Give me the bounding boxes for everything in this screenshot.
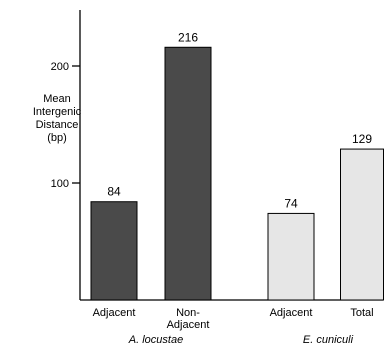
category-label: Non- (176, 307, 200, 319)
bar (340, 148, 384, 301)
y-axis-label-line: Intergenic (33, 106, 82, 118)
group-label: E. cuniculi (303, 334, 354, 346)
y-tick-label: 100 (51, 178, 69, 190)
bar (164, 46, 212, 301)
y-axis-label-line: Distance (36, 119, 79, 131)
bar (90, 201, 138, 301)
bar-value-label: 84 (107, 185, 121, 199)
bar-value-label: 216 (178, 30, 198, 44)
y-axis-label-line: Mean (43, 93, 71, 105)
category-label: Adjacent (93, 307, 136, 319)
group-label: A. locustae (128, 334, 183, 346)
category-label: Total (350, 307, 373, 319)
bar (267, 212, 315, 301)
category-label: Adjacent (167, 319, 210, 331)
category-label: Adjacent (270, 307, 313, 319)
bar-value-label: 74 (284, 196, 298, 210)
bar-value-label: 129 (352, 132, 372, 146)
y-tick-label: 200 (51, 61, 69, 73)
y-axis-label-line: (bp) (47, 132, 67, 144)
